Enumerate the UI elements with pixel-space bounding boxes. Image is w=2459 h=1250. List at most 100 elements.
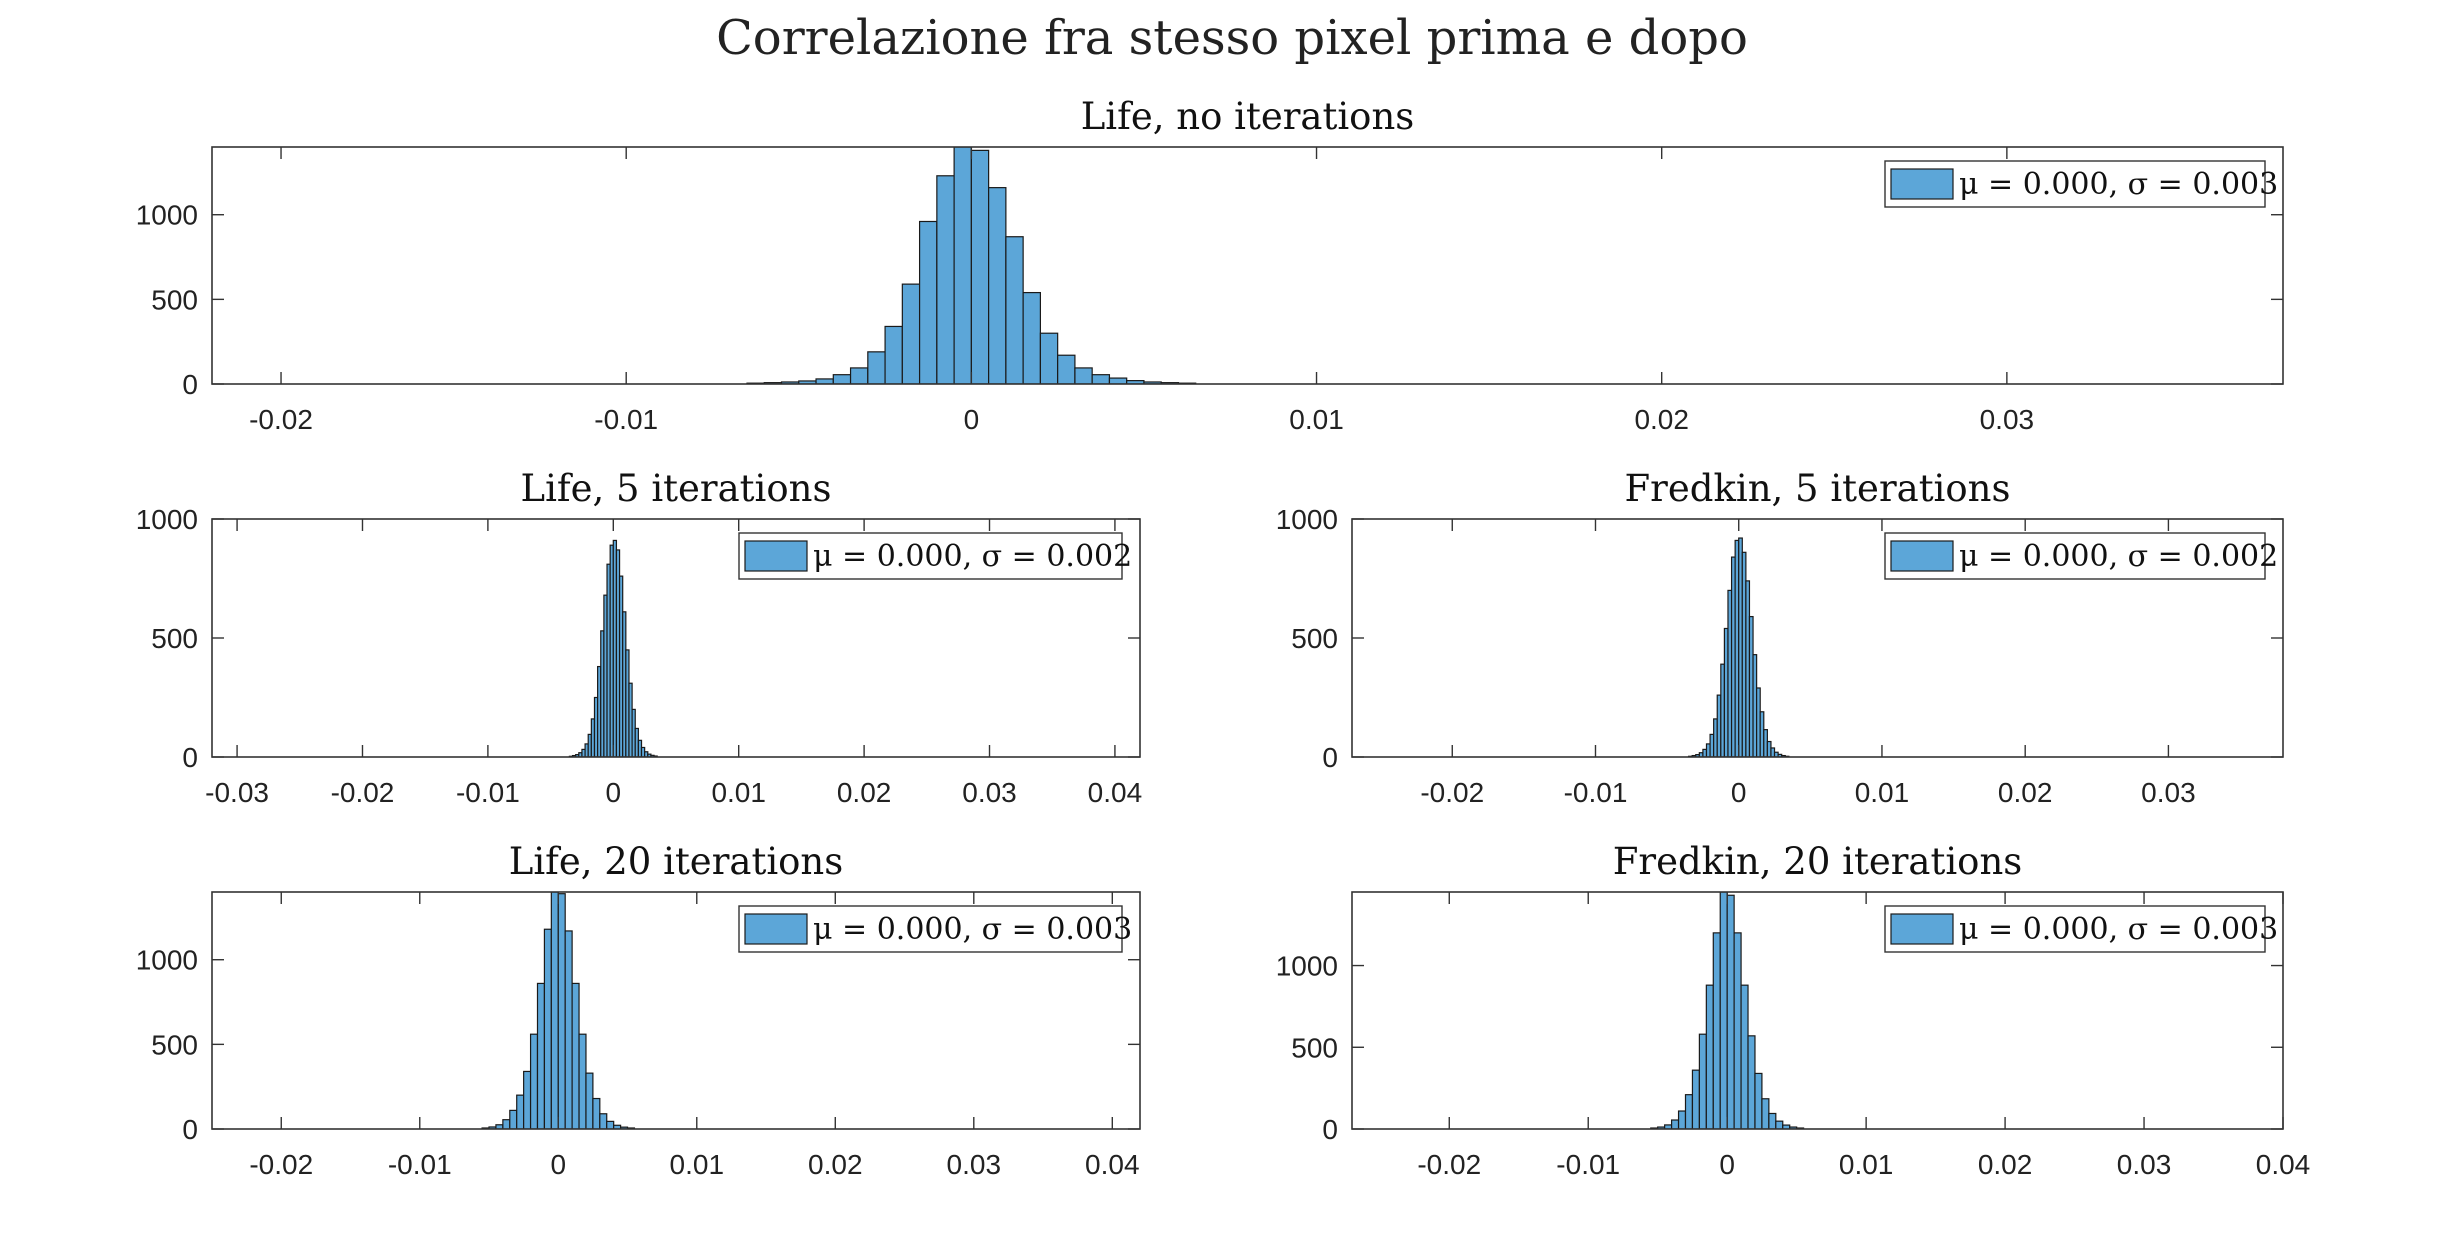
histogram-bar xyxy=(1677,1110,1687,1129)
histogram-bar xyxy=(1726,894,1735,1129)
histogram-bar xyxy=(550,892,559,1129)
histogram-bar xyxy=(1670,1119,1680,1129)
legend: μ = 0.000, σ = 0.002 xyxy=(1884,532,2278,580)
y-tick-label: 1000 xyxy=(1276,504,1338,535)
histogram-bar xyxy=(571,982,580,1129)
x-tick-label: 0.02 xyxy=(1978,1149,2033,1180)
x-tick-label: -0.02 xyxy=(1417,1149,1481,1180)
x-tick-label: 0 xyxy=(1719,1149,1735,1180)
legend: μ = 0.000, σ = 0.002 xyxy=(738,532,1132,580)
x-tick-label: 0.01 xyxy=(1839,1149,1894,1180)
legend-swatch xyxy=(1890,540,1954,572)
x-tick-label: -0.01 xyxy=(388,1149,452,1180)
x-tick-label: -0.02 xyxy=(249,1149,313,1180)
legend: μ = 0.000, σ = 0.003 xyxy=(738,905,1132,953)
histogram-bar xyxy=(599,1113,608,1129)
y-tick-label: 500 xyxy=(151,284,198,315)
x-tick-label: 0.01 xyxy=(670,1149,725,1180)
histogram-panel-3: Fredkin, 5 iterations -0.02 -0.01 0 0.01 0.02… xyxy=(1276,467,2284,808)
x-tick-label: -0.03 xyxy=(205,777,269,808)
histogram-bar xyxy=(1740,984,1749,1129)
x-tick-label: 0.01 xyxy=(711,777,766,808)
x-tick-label: 0.04 xyxy=(1085,1149,1140,1180)
legend-label: μ = 0.000, σ = 0.002 xyxy=(813,539,1132,574)
histogram-bar xyxy=(1005,236,1024,384)
histogram-bar xyxy=(543,928,552,1129)
histogram-bar xyxy=(523,1070,532,1129)
y-tick-label: 0 xyxy=(182,742,198,773)
y-tick-label: 0 xyxy=(1322,742,1338,773)
x-tick-label: -0.01 xyxy=(594,404,658,435)
axes-frame xyxy=(211,146,2284,385)
x-tick-label: 0.01 xyxy=(1855,777,1910,808)
y-tick-label: 0 xyxy=(1322,1114,1338,1145)
x-tick-label: 0.02 xyxy=(1634,404,1689,435)
histogram-bar xyxy=(936,175,955,384)
histogram-bar xyxy=(1022,291,1041,384)
x-tick-label: 0.02 xyxy=(808,1149,863,1180)
x-tick-label: -0.02 xyxy=(331,777,395,808)
histogram-bar xyxy=(1698,1033,1707,1129)
histogram-bar xyxy=(1705,984,1714,1129)
histogram-bar xyxy=(1768,1112,1777,1129)
x-tick-label: 0.03 xyxy=(962,777,1017,808)
x-tick-label: 0.03 xyxy=(2117,1149,2172,1180)
figure-title: Correlazione fra stesso pixel prima e do… xyxy=(716,10,1748,66)
histogram-bar xyxy=(536,982,546,1129)
histogram-bar xyxy=(970,149,990,384)
x-tick-label: 0 xyxy=(964,404,980,435)
histogram-bar xyxy=(1747,1035,1756,1129)
x-tick-label: 0.03 xyxy=(1980,404,2035,435)
histogram-bar xyxy=(884,325,903,384)
legend-label: μ = 0.000, σ = 0.002 xyxy=(1959,539,2278,574)
histogram-bar xyxy=(918,220,938,384)
histogram-bar xyxy=(1074,367,1093,384)
histogram-bar xyxy=(502,1119,511,1129)
histogram-bar xyxy=(901,283,921,384)
panel-title: Fredkin, 5 iterations xyxy=(1625,467,2011,510)
y-tick-label: 1000 xyxy=(136,945,198,976)
bars xyxy=(746,147,1197,384)
histogram-bar xyxy=(832,374,852,384)
bars xyxy=(481,892,636,1129)
legend-label: μ = 0.000, σ = 0.003 xyxy=(1959,912,2278,947)
histogram-bar xyxy=(1733,932,1742,1129)
panel-title: Fredkin, 20 iterations xyxy=(1613,840,2023,883)
x-tick-label: -0.02 xyxy=(249,404,313,435)
legend: μ = 0.000, σ = 0.003 xyxy=(1884,905,2278,953)
x-tick-label: 0.04 xyxy=(2256,1149,2311,1180)
histogram-panel-4: Life, 20 iterations -0.02 -0.01 0 0.01 0.02 0.… xyxy=(136,840,1141,1180)
bars xyxy=(568,539,658,757)
x-tick-label: 0.03 xyxy=(947,1149,1002,1180)
x-tick-label: 0 xyxy=(1731,777,1747,808)
legend: μ = 0.000, σ = 0.003 xyxy=(1884,160,2278,208)
x-tick-label: -0.02 xyxy=(1420,777,1484,808)
histogram-bar xyxy=(529,1033,539,1129)
histogram-panel-1: Life, no iterations -0.02 -0.01 0 0.01 0.02 0.… xyxy=(136,95,2284,435)
x-tick-label: 0.03 xyxy=(2141,777,2196,808)
histogram-bar xyxy=(1775,1120,1784,1129)
y-tick-label: 0 xyxy=(182,1114,198,1145)
y-tick-label: 500 xyxy=(151,623,198,654)
axes-frame xyxy=(211,891,1141,1130)
histogram-bar xyxy=(953,147,972,384)
y-tick-label: 500 xyxy=(151,1029,198,1060)
histogram-bar xyxy=(1691,1069,1700,1129)
histogram-bar xyxy=(592,1097,601,1129)
x-tick-label: 0 xyxy=(606,777,622,808)
y-tick-label: 1000 xyxy=(1276,951,1338,982)
histogram-bar xyxy=(867,351,886,384)
panel-title: Life, no iterations xyxy=(1081,95,1415,138)
x-tick-label: 0 xyxy=(550,1149,566,1180)
x-tick-label: -0.01 xyxy=(1556,1149,1620,1180)
histogram-bar xyxy=(988,187,1007,384)
x-tick-label: 0.02 xyxy=(837,777,892,808)
legend-label: μ = 0.000, σ = 0.003 xyxy=(1959,167,2278,202)
histogram-bar xyxy=(1091,374,1111,384)
x-tick-label: 0.02 xyxy=(1998,777,2053,808)
legend-label: μ = 0.000, σ = 0.003 xyxy=(813,912,1132,947)
x-tick-label: 0.01 xyxy=(1289,404,1344,435)
legend-swatch xyxy=(1890,913,1954,945)
histogram-bar xyxy=(1712,932,1721,1129)
